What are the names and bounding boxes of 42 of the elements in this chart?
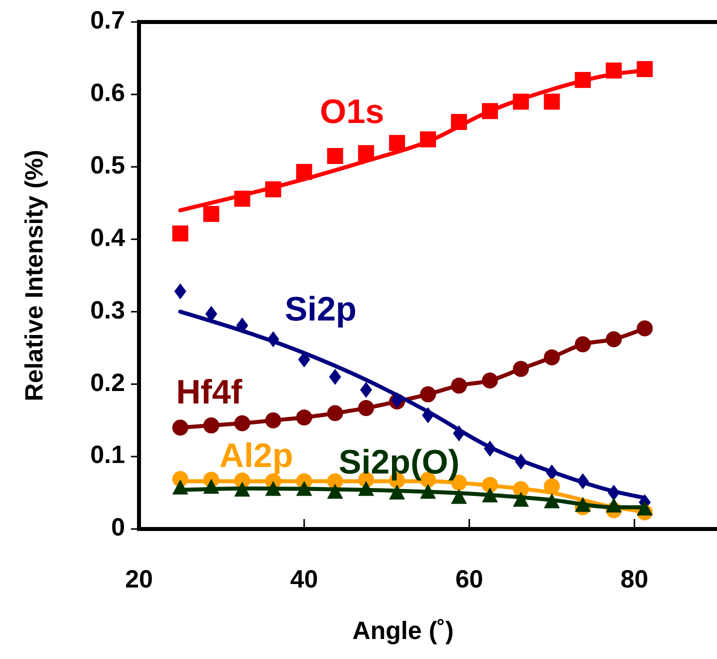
point	[544, 349, 560, 366]
series-label: Si2p	[284, 290, 357, 329]
y-axis-title: Relative Intensity (%)	[20, 150, 49, 402]
point	[360, 382, 372, 398]
point	[482, 372, 498, 389]
point	[389, 134, 406, 151]
point	[329, 368, 342, 385]
y-tick-label: 0	[111, 514, 125, 542]
y-tick-label: 0.7	[90, 6, 125, 35]
point	[574, 336, 591, 352]
point	[172, 420, 188, 436]
point	[265, 412, 282, 428]
point	[606, 331, 622, 348]
y-tick-label: 0.6	[90, 79, 125, 108]
point	[296, 409, 312, 426]
y-tick-label: 0.1	[90, 441, 126, 470]
point	[512, 360, 529, 377]
x-tick-label: 20	[125, 566, 153, 594]
point	[327, 405, 344, 422]
point	[172, 225, 188, 242]
y-tick-label: 0.3	[90, 296, 125, 324]
x-tick-label: 80	[620, 566, 648, 594]
series-label: Al2p	[219, 437, 294, 476]
point	[544, 94, 560, 110]
y-tick-label: 0.2	[90, 368, 125, 397]
point	[327, 148, 344, 164]
series-label: Si2p(O)	[338, 444, 460, 482]
point	[450, 378, 467, 394]
y-tick-label: 0.4	[90, 224, 126, 252]
y-tick-label: 0.5	[90, 151, 126, 180]
point	[234, 415, 250, 432]
x-tick-label: 40	[290, 566, 318, 594]
point	[636, 320, 653, 336]
x-tick-label: 60	[455, 566, 484, 594]
point	[420, 386, 436, 402]
x-axis-title: Angle (˚)	[352, 617, 454, 645]
point	[203, 417, 220, 434]
point	[358, 400, 374, 416]
series-label: Hf4f	[176, 373, 243, 412]
point	[174, 283, 186, 300]
series-label: O1s	[320, 92, 384, 131]
point	[203, 206, 220, 222]
